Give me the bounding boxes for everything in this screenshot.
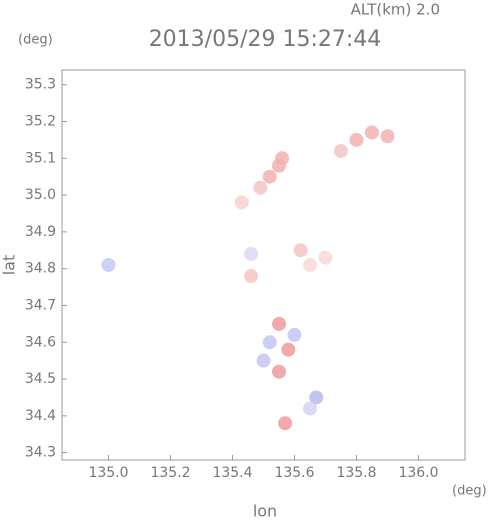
echo-point [293,243,308,258]
y-tick-label: 34.6 [25,334,56,350]
echo-point [281,342,296,357]
x-unit: (deg) [452,484,487,499]
y-tick-label: 34.3 [25,445,56,461]
echo-point [318,250,333,265]
y-axis-label: lat [0,255,19,276]
x-tick-label: 135.2 [150,465,190,481]
echo-point [253,180,268,195]
x-tick-label: 136.0 [398,465,438,481]
echo-point [365,125,379,140]
echo-point [262,335,277,350]
y-tick-label: 34.7 [25,297,56,313]
echo-point [278,416,293,431]
echo-point [256,353,271,368]
echo-point [244,269,259,284]
x-tick-label: 135.0 [88,465,128,481]
y-tick-label: 34.9 [25,224,56,240]
y-tick-label: 34.4 [25,408,56,424]
y-unit: (deg) [18,33,53,48]
echo-point [101,258,116,272]
x-tick-label: 135.4 [212,465,252,481]
subtitle: ALT(km) 2.0 [351,1,440,19]
echo-point [234,195,249,210]
echo-point [244,246,259,261]
echo-point [303,258,317,272]
echo-point [303,401,317,416]
y-tick-label: 35.2 [25,114,56,130]
echo-point [380,129,395,144]
echo-point [275,151,290,166]
x-tick-label: 135.8 [336,465,376,481]
y-tick-label: 35.3 [25,77,56,93]
echo-point [309,390,324,405]
echo-point [272,364,286,379]
x-axis-label: lon [253,502,277,521]
y-tick-label: 35.1 [25,150,56,166]
plot-frame [61,69,466,461]
echo-point [349,132,364,147]
echo-point [262,169,277,184]
echo-point [334,143,348,158]
y-tick-label: 34.8 [25,261,56,277]
chart-title: 2013/05/29 15:27:44 [149,27,382,52]
y-tick-label: 34.5 [25,371,56,387]
x-tick-label: 135.6 [274,465,314,481]
y-tick-label: 35.0 [25,187,56,203]
echo-point [272,316,286,331]
echo-point [287,327,302,342]
